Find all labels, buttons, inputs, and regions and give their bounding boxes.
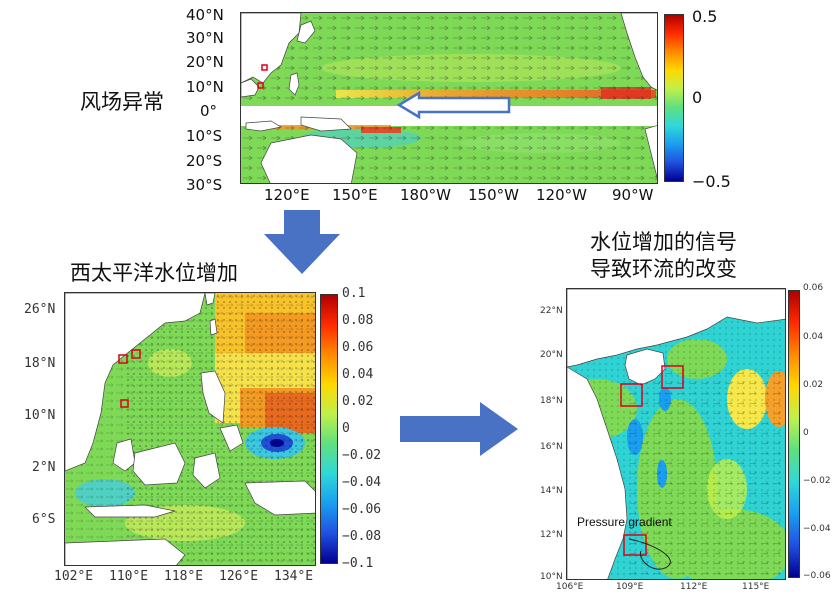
top-cbar-tick: −0.5 xyxy=(692,172,731,191)
left-lat-tick: 2°N xyxy=(32,460,56,475)
right-lon-axis: 106°E 109°E 112°E 115°E xyxy=(556,582,796,598)
left-cbar-tick: −0.04 xyxy=(342,475,382,490)
left-lon-tick: 134°E xyxy=(274,569,314,584)
top-lon-tick: 180°W xyxy=(400,186,451,204)
left-lat-tick: 18°N xyxy=(24,356,56,371)
right-lat-tick: 12°N xyxy=(540,530,563,540)
left-lat-tick: 26°N xyxy=(24,302,56,317)
left-sea-level-map xyxy=(64,292,316,566)
left-cbar-ticks: 0.1 0.08 0.06 0.04 0.02 0 −0.02 −0.04 −0… xyxy=(342,286,402,576)
top-lon-tick: 90°W xyxy=(612,186,654,204)
left-cbar-tick: −0.06 xyxy=(342,502,382,517)
left-colorbar xyxy=(320,294,338,564)
top-lat-tick: 0° xyxy=(200,102,218,120)
top-lat-tick: 20°S xyxy=(186,152,223,170)
top-lat-tick: 40°N xyxy=(186,6,224,24)
left-lat-axis: 26°N 18°N 10°N 2°N 6°S xyxy=(6,290,62,580)
right-lon-tick: 106°E xyxy=(556,582,584,592)
top-map-svg xyxy=(241,13,657,183)
right-lat-axis: 22°N 20°N 18°N 16°N 14°N 12°N 10°N xyxy=(534,300,566,590)
right-lon-tick: 115°E xyxy=(742,582,770,592)
top-lon-tick: 150°E xyxy=(332,186,378,204)
right-cbar-tick: 0 xyxy=(803,428,809,438)
right-cbar-tick: −0.04 xyxy=(803,524,831,534)
left-cbar-tick: −0.02 xyxy=(342,448,382,463)
right-colorbar xyxy=(788,290,800,578)
top-lat-tick: 10°N xyxy=(186,78,224,96)
left-lat-tick: 6°S xyxy=(32,512,56,527)
right-lat-tick: 22°N xyxy=(540,306,563,316)
top-colorbar xyxy=(664,14,684,182)
right-arrow xyxy=(400,402,518,456)
top-lat-tick: 30°S xyxy=(186,176,223,194)
right-lat-tick: 18°N xyxy=(540,396,563,406)
left-panel-title: 西太平洋水位增加 xyxy=(70,261,238,285)
left-cbar-tick: 0.02 xyxy=(342,394,374,409)
right-lon-tick: 112°E xyxy=(680,582,708,592)
right-lat-tick: 14°N xyxy=(540,486,563,496)
left-cbar-tick: 0 xyxy=(342,421,350,436)
top-panel-title: 风场异常 xyxy=(80,90,164,114)
top-lat-tick: 20°N xyxy=(186,53,224,71)
top-lat-tick: 30°N xyxy=(186,29,224,47)
top-cbar-tick: 0.5 xyxy=(692,7,718,26)
right-lat-tick: 10°N xyxy=(540,572,563,582)
top-cbar-tick: 0 xyxy=(692,88,703,107)
right-lon-tick: 109°E xyxy=(616,582,644,592)
top-lon-axis: 120°E 150°E 180°W 150°W 120°W 90°W xyxy=(240,186,670,206)
right-circulation-map: Pressure gradient xyxy=(566,288,786,580)
right-cbar-tick: 0.02 xyxy=(803,380,824,390)
left-lon-tick: 118°E xyxy=(164,569,204,584)
right-cbar-tick: 0.06 xyxy=(803,283,824,293)
left-cbar-tick: 0.1 xyxy=(342,286,366,301)
left-cbar-tick: 0.08 xyxy=(342,313,374,328)
right-cbar-tick: −0.02 xyxy=(803,476,831,486)
right-map-svg xyxy=(567,289,785,579)
top-lat-tick: 10°S xyxy=(186,127,223,145)
left-lat-tick: 10°N xyxy=(24,408,56,423)
top-lon-tick: 120°W xyxy=(536,186,587,204)
right-panel-title-line1: 水位增加的信号 xyxy=(590,230,737,254)
top-lon-tick: 120°E xyxy=(264,186,310,204)
right-cbar-ticks: 0.06 0.04 0.02 0 −0.02 −0.04 −0.06 xyxy=(803,283,834,583)
left-lon-tick: 126°E xyxy=(219,569,259,584)
left-map-svg xyxy=(65,293,315,565)
top-lat-axis: 40°N 30°N 20°N 10°N 0° 10°S 20°S 30°S xyxy=(186,6,236,196)
left-cbar-tick: −0.1 xyxy=(342,556,374,571)
left-lon-axis: 102°E 110°E 118°E 126°E 134°E xyxy=(54,569,334,589)
top-lon-tick: 150°W xyxy=(468,186,519,204)
right-lat-tick: 16°N xyxy=(540,442,563,452)
right-lat-tick: 20°N xyxy=(540,350,563,360)
left-lon-tick: 110°E xyxy=(109,569,149,584)
left-lon-tick: 102°E xyxy=(54,569,94,584)
pressure-gradient-annotation: Pressure gradient xyxy=(577,515,672,529)
right-cbar-tick: −0.06 xyxy=(803,571,831,581)
left-cbar-tick: 0.04 xyxy=(342,367,374,382)
top-wind-anomaly-map xyxy=(240,12,658,184)
right-panel-title-line2: 导致环流的改变 xyxy=(590,257,737,281)
left-cbar-tick: 0.06 xyxy=(342,340,374,355)
down-arrow xyxy=(264,210,340,274)
right-cbar-tick: 0.04 xyxy=(803,332,824,342)
left-cbar-tick: −0.08 xyxy=(342,529,382,544)
